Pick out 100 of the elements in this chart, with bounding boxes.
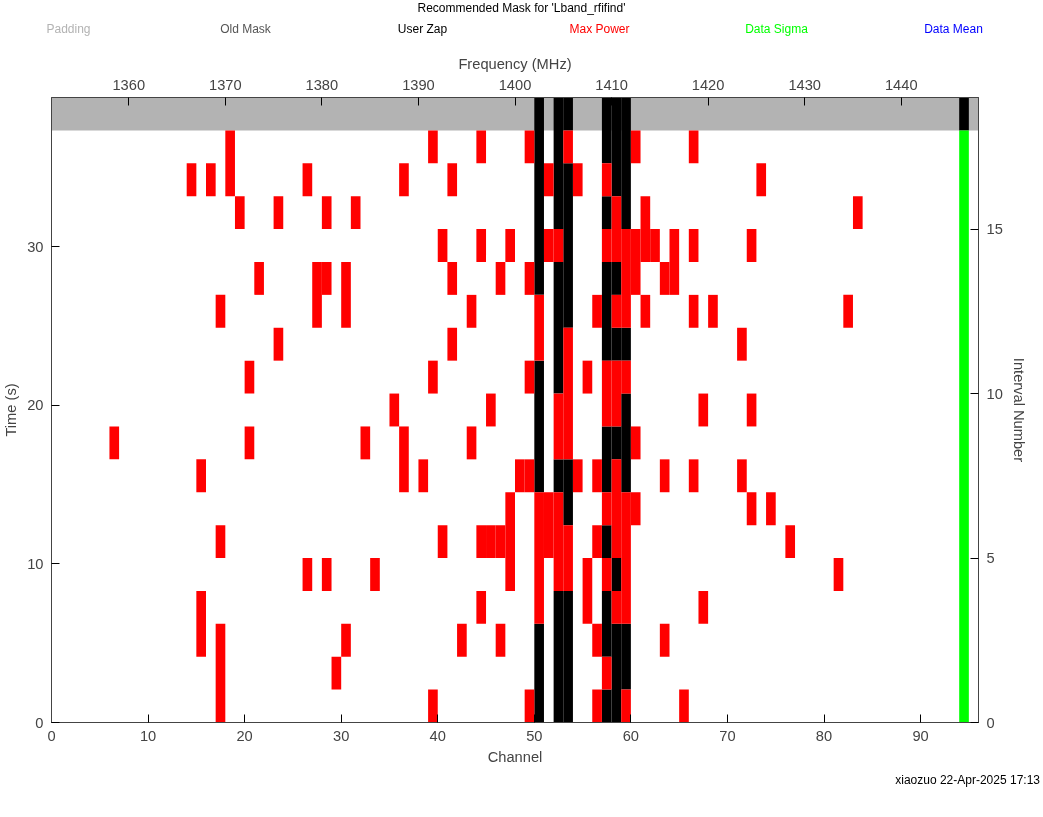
bar: [505, 229, 515, 262]
legend-label: Old Mask: [219, 21, 272, 39]
x-tick-label: 30: [333, 727, 350, 744]
bar: [601, 163, 612, 197]
y-tick-label: 0: [35, 714, 44, 731]
bar: [611, 558, 622, 591]
bar: [698, 393, 709, 427]
bar: [852, 196, 863, 230]
bar: [746, 492, 757, 526]
bar: [582, 360, 593, 394]
bar: [350, 196, 361, 230]
bar: [495, 261, 506, 295]
bar: [785, 525, 796, 559]
bar: [341, 623, 351, 657]
bar: [543, 163, 554, 197]
bar: [399, 426, 409, 493]
bar: [688, 459, 699, 493]
bar: [437, 525, 448, 559]
y2-tick-label: 5: [986, 550, 995, 567]
bar: [437, 229, 448, 262]
bar: [630, 426, 641, 460]
x2-tick-label: 1390: [402, 76, 435, 93]
x-tick-label: 50: [526, 727, 543, 744]
bar: [466, 426, 477, 460]
bar: [273, 327, 284, 361]
bar: [418, 459, 429, 493]
bar: [659, 623, 670, 657]
bar: [341, 261, 351, 328]
bar: [592, 623, 602, 657]
x-axis-title: Channel: [487, 748, 543, 765]
bar: [737, 459, 747, 493]
bar: [524, 130, 535, 164]
bar: [534, 360, 544, 493]
y2-tick-label: 15: [986, 221, 1003, 238]
y-tick-label: 20: [27, 397, 44, 414]
bar: [215, 623, 226, 723]
text: User Zap: [396, 21, 449, 39]
x-tick-label: 60: [622, 727, 640, 744]
bar: [234, 196, 245, 230]
bar: [601, 558, 612, 591]
bar: [572, 163, 583, 197]
x2-tick-label: 1430: [788, 76, 821, 93]
text: Max Power: [568, 21, 631, 39]
text: xiaozuo 22-Apr-2025 17:13: [894, 772, 1040, 789]
bar: [640, 294, 651, 328]
bar: [524, 689, 535, 723]
bar: [225, 130, 235, 197]
bar: [196, 590, 206, 657]
x2-tick-label: 1380: [305, 76, 339, 93]
bar: [476, 590, 487, 624]
bar: [495, 623, 506, 657]
bar: [524, 261, 535, 295]
x-tick-label: 90: [912, 727, 929, 744]
bar: [592, 459, 602, 493]
bar: [215, 525, 226, 559]
bar: [601, 656, 612, 690]
bar: [582, 558, 593, 624]
bar: [302, 558, 313, 591]
bar: [360, 426, 371, 460]
bar: [621, 689, 631, 723]
x2-tick-label: 1420: [691, 76, 725, 93]
legend-label: Data Mean: [923, 21, 984, 39]
bar: [679, 689, 689, 723]
bar: [688, 294, 699, 328]
bar: [563, 130, 573, 164]
bar: [109, 426, 120, 460]
bar: [746, 229, 757, 262]
x-tick-label: 40: [429, 727, 446, 744]
bar: [206, 163, 216, 197]
bar: [331, 656, 342, 690]
bar: [746, 393, 757, 427]
bar: [959, 97, 969, 131]
bar: [601, 196, 612, 230]
bar: [244, 360, 255, 394]
x2-tick-label: 1360: [112, 76, 146, 93]
chart-title: Recommended Mask for 'Lband_rfifind': [416, 0, 627, 17]
bar: [389, 393, 400, 427]
bar: [196, 459, 206, 493]
bar: [534, 97, 544, 295]
bar: [698, 590, 709, 624]
x-tick-label: 0: [47, 727, 56, 744]
y2-tick-label: 0: [986, 714, 995, 731]
bar: [321, 558, 332, 591]
bar: [843, 294, 853, 328]
x2-tick-label: 1440: [884, 76, 918, 93]
x2-tick-label: 1400: [498, 76, 532, 93]
bar: [447, 327, 458, 361]
bar: [476, 130, 487, 164]
y-axis-title: Time (s): [3, 383, 20, 437]
bar: [254, 261, 264, 295]
bar: [428, 360, 438, 394]
bar: [572, 459, 583, 493]
x2-axis-title: Frequency (MHz): [458, 55, 572, 72]
bar: [302, 163, 313, 197]
bar: [457, 623, 467, 657]
bar: [273, 196, 284, 230]
y2-axis-title: Interval Number: [1010, 357, 1027, 463]
bar: [592, 294, 602, 328]
bar: [447, 261, 458, 295]
bar: [737, 327, 747, 361]
